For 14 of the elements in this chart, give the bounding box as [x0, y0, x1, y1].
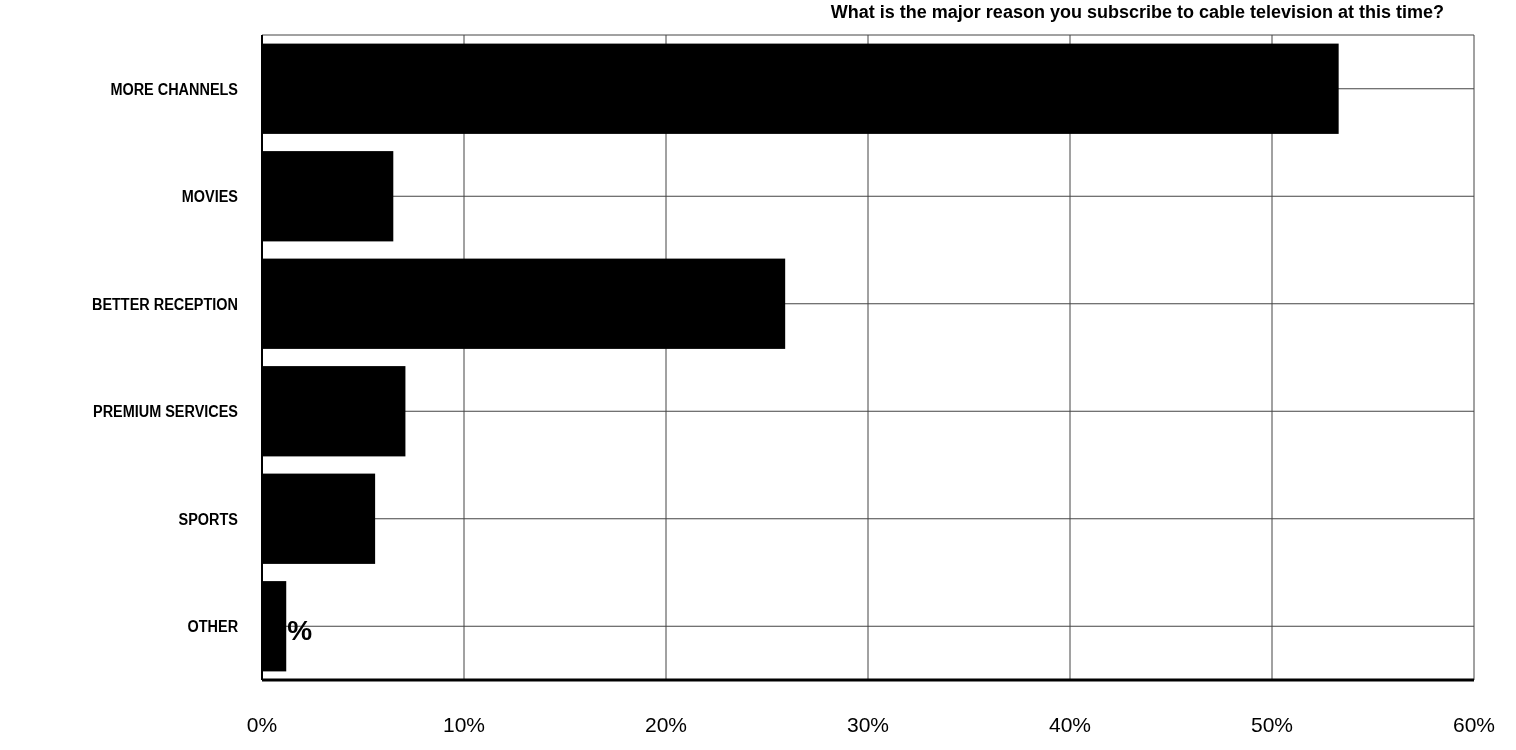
- y-tick-label: OTHER: [187, 617, 239, 636]
- y-tick-label: BETTER RECEPTION: [91, 294, 238, 313]
- y-tick-label: PREMIUM SERVICES: [93, 402, 238, 421]
- x-tick-label: 10%: [442, 713, 486, 736]
- x-tick-label: 0%: [246, 713, 278, 736]
- y-tick-label: MOVIES: [181, 187, 238, 206]
- x-tick-label: 30%: [846, 713, 890, 736]
- x-tick-label: 40%: [1048, 713, 1092, 736]
- x-tick-label: 20%: [644, 713, 688, 736]
- y-tick-label: MORE CHANNELS: [110, 79, 238, 98]
- chart-title: What is the major reason you subscribe to cable television at this time?: [830, 2, 1444, 22]
- y-tick-label: SPORTS: [178, 509, 238, 528]
- x-tick-label: 60%: [1452, 713, 1496, 736]
- x-tick-label: 50%: [1250, 713, 1294, 736]
